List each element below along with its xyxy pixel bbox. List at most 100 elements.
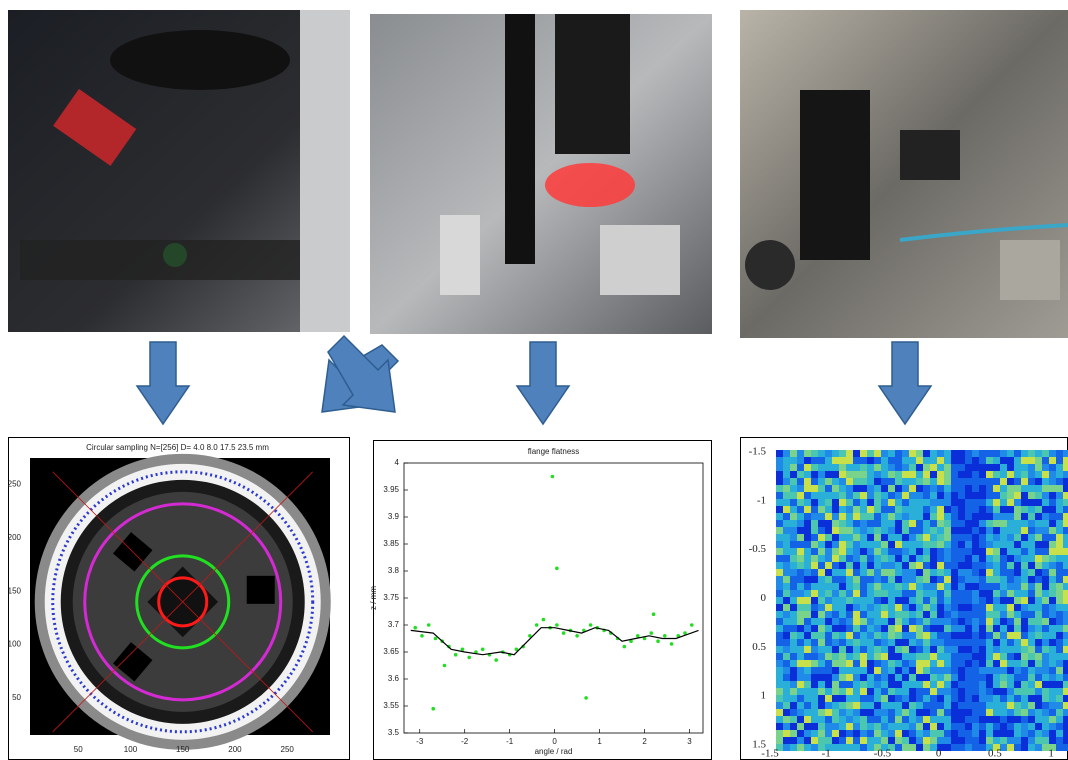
heatmap-cell xyxy=(1021,709,1028,716)
heatmap-cell xyxy=(972,744,979,751)
heatmap-cell xyxy=(804,625,811,632)
heatmap-cell xyxy=(811,520,818,527)
heatmap-cell xyxy=(958,660,965,667)
heatmap-cell xyxy=(818,527,825,534)
heatmap-cell xyxy=(1056,520,1063,527)
heatmap-cell xyxy=(986,597,993,604)
heatmap-cell xyxy=(811,688,818,695)
heatmap-cell xyxy=(811,450,818,457)
heatmap-cell xyxy=(909,632,916,639)
heatmap-cell xyxy=(979,667,986,674)
heatmap-cell xyxy=(1028,667,1035,674)
heatmap-cell xyxy=(881,464,888,471)
heatmap-cell xyxy=(832,471,839,478)
heatmap-cell xyxy=(1049,688,1056,695)
heatmap-cell xyxy=(1042,471,1049,478)
heatmap-cell xyxy=(1035,730,1042,737)
heatmap-cell xyxy=(979,702,986,709)
heatmap-cell xyxy=(888,604,895,611)
heatmap-cell xyxy=(797,625,804,632)
heatmap-cell xyxy=(839,625,846,632)
heatmap-cell xyxy=(825,499,832,506)
heatmap-cell xyxy=(818,702,825,709)
heatmap-cell xyxy=(986,513,993,520)
heatmap-cell xyxy=(951,618,958,625)
heatmap-cell xyxy=(1056,695,1063,702)
heatmap-cell xyxy=(1042,695,1049,702)
heatmap-cell xyxy=(937,499,944,506)
heatmap-cell xyxy=(839,506,846,513)
heatmap-cell xyxy=(790,576,797,583)
heatmap-cell xyxy=(846,555,853,562)
heatmap-cell xyxy=(804,730,811,737)
heatmap-cell xyxy=(986,639,993,646)
heatmap-cell xyxy=(818,485,825,492)
heatmap-cell xyxy=(874,646,881,653)
heatmap-cell xyxy=(902,562,909,569)
heatmap-cell xyxy=(1021,674,1028,681)
heatmap-cell xyxy=(888,688,895,695)
heatmap-cell xyxy=(790,611,797,618)
heatmap-cell xyxy=(825,576,832,583)
heatmap-cell xyxy=(1049,653,1056,660)
heatmap-cell xyxy=(839,471,846,478)
heatmap-cell xyxy=(951,513,958,520)
heatmap-cell xyxy=(1049,457,1056,464)
heatmap-cell xyxy=(979,597,986,604)
heatmap-cell xyxy=(1035,744,1042,751)
heatmap-cell xyxy=(860,681,867,688)
heatmap-cell xyxy=(1028,527,1035,534)
heatmap-cell xyxy=(881,583,888,590)
heatmap-cell xyxy=(916,646,923,653)
heatmap-cell xyxy=(1056,716,1063,723)
x-tick-label: 50 xyxy=(74,745,83,754)
heatmap-cell xyxy=(797,541,804,548)
heatmap-cell xyxy=(965,688,972,695)
heatmap-cell xyxy=(888,709,895,716)
heatmap-cell xyxy=(965,527,972,534)
heatmap-cell xyxy=(1000,716,1007,723)
heatmap-cell xyxy=(916,485,923,492)
heatmap-cell xyxy=(776,499,783,506)
heatmap-cell xyxy=(909,569,916,576)
heatmap-cell xyxy=(993,618,1000,625)
heatmap-cell xyxy=(916,597,923,604)
heatmap-cell xyxy=(776,702,783,709)
heatmap-cell xyxy=(944,681,951,688)
heatmap-cell xyxy=(916,527,923,534)
heatmap-cell xyxy=(1007,667,1014,674)
heatmap-cell xyxy=(965,541,972,548)
heatmap-cell xyxy=(951,730,958,737)
heatmap-cell xyxy=(944,660,951,667)
heatmap-cell xyxy=(1000,667,1007,674)
heatmap-cell xyxy=(951,639,958,646)
heatmap-cell xyxy=(867,723,874,730)
heatmap-cell xyxy=(1042,562,1049,569)
heatmap-cell xyxy=(993,667,1000,674)
heatmap-cell xyxy=(811,716,818,723)
heatmap-cell xyxy=(867,485,874,492)
heatmap-cell xyxy=(874,492,881,499)
heatmap-cell xyxy=(776,576,783,583)
heatmap-cell xyxy=(909,702,916,709)
heatmap-cell xyxy=(867,695,874,702)
heatmap-cell xyxy=(972,492,979,499)
heatmap-cell xyxy=(909,450,916,457)
heatmap-cell xyxy=(895,555,902,562)
heatmap-cell xyxy=(923,730,930,737)
heatmap-cell xyxy=(993,471,1000,478)
heatmap-cell xyxy=(888,562,895,569)
heatmap-cell xyxy=(1021,611,1028,618)
heatmap-cell xyxy=(811,478,818,485)
heatmap-cell xyxy=(1028,583,1035,590)
heatmap-cell xyxy=(923,737,930,744)
heatmap-cell xyxy=(874,604,881,611)
heatmap-cell xyxy=(902,618,909,625)
heatmap-cell xyxy=(993,513,1000,520)
heatmap-cell xyxy=(860,569,867,576)
heatmap-cell xyxy=(993,632,1000,639)
heatmap-cell xyxy=(1063,478,1068,485)
heatmap-cell xyxy=(888,702,895,709)
heatmap-cell xyxy=(1014,590,1021,597)
heatmap-cell xyxy=(1028,590,1035,597)
